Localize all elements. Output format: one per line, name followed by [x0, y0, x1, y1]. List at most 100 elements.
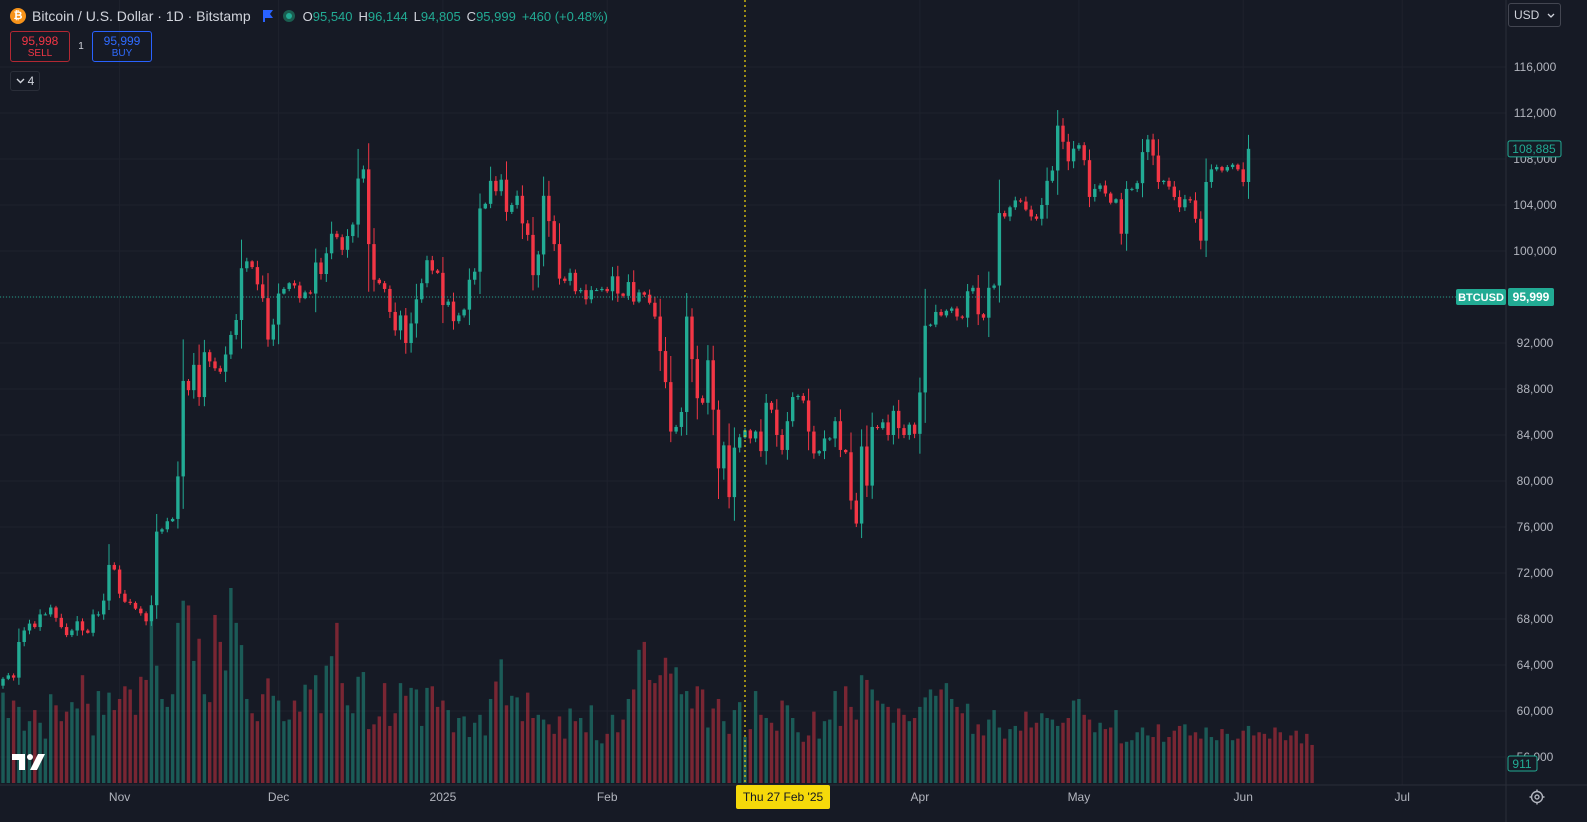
- candle: [155, 514, 159, 619]
- candle-body: [764, 402, 768, 452]
- volume-bar: [1193, 732, 1198, 783]
- volume-bar: [955, 706, 959, 783]
- volume-bar: [11, 700, 16, 783]
- volume-bar: [886, 706, 890, 783]
- volume-bar: [27, 721, 32, 783]
- settings-gear-icon[interactable]: [1528, 788, 1546, 806]
- candle-body: [960, 316, 964, 318]
- candle-body: [918, 392, 922, 434]
- volume-bar: [669, 673, 673, 783]
- trade-panel: 95,998 SELL 1 95,999 BUY: [10, 31, 152, 62]
- candle: [218, 365, 222, 375]
- candle: [1246, 134, 1251, 199]
- candle-body: [642, 292, 646, 295]
- volume-bar: [49, 694, 53, 783]
- candle: [801, 393, 805, 404]
- candle-body: [859, 446, 864, 524]
- sell-button[interactable]: 95,998 SELL: [10, 31, 70, 62]
- candle: [981, 312, 986, 321]
- candle-body: [849, 452, 853, 501]
- volume-bar: [287, 719, 291, 783]
- candle-body: [27, 623, 32, 631]
- symbol-title[interactable]: Bitcoin / U.S. Dollar · 1D · Bitstamp: [32, 8, 251, 24]
- candle: [398, 310, 403, 340]
- price-tick-label: 68,000: [1517, 612, 1554, 626]
- candle-body: [494, 180, 498, 192]
- candle-body: [1183, 199, 1187, 208]
- candle-body: [1114, 199, 1118, 203]
- candle: [239, 239, 244, 349]
- candle: [473, 268, 477, 285]
- candle-body: [340, 237, 344, 250]
- volume-bar: [806, 735, 811, 783]
- volume-bar: [1204, 727, 1208, 783]
- volume-bar: [536, 714, 540, 783]
- candle-body: [759, 431, 763, 452]
- candle-body: [1109, 193, 1113, 203]
- volume-bar: [626, 698, 631, 783]
- candle: [531, 217, 535, 291]
- currency-select[interactable]: USD: [1508, 3, 1561, 27]
- volume-bar: [1029, 727, 1033, 783]
- candle-body: [626, 282, 631, 296]
- volume-bar: [557, 716, 562, 783]
- candle-body: [965, 291, 970, 318]
- volume-bar: [690, 708, 694, 783]
- candle: [287, 282, 291, 292]
- candle-body: [250, 261, 254, 268]
- volume-bar: [446, 710, 450, 783]
- volume-bar: [467, 737, 472, 783]
- candle-body: [192, 364, 196, 391]
- flag-icon[interactable]: [262, 10, 273, 22]
- candle: [1119, 192, 1123, 245]
- candle: [695, 345, 699, 420]
- candle-body: [367, 169, 371, 245]
- market-status-icon[interactable]: [282, 10, 295, 22]
- volume-bar: [139, 676, 143, 783]
- symbol-price-tag: [1456, 289, 1506, 306]
- volume-bar: [950, 698, 954, 783]
- candle: [64, 623, 69, 638]
- candle: [1018, 198, 1023, 203]
- price-tick-label: 72,000: [1517, 566, 1554, 580]
- spread-value: 1: [78, 41, 84, 52]
- price-tick-label: 116,000: [1514, 60, 1557, 74]
- candle-body: [54, 607, 58, 618]
- volume-bar: [1220, 729, 1224, 783]
- candle-body: [1193, 200, 1198, 219]
- volume-bar: [1, 692, 5, 783]
- candle-body: [833, 421, 837, 439]
- volume-bar: [637, 649, 641, 783]
- volume-bar: [563, 738, 567, 783]
- candle-body: [218, 368, 222, 372]
- candle-body: [716, 409, 721, 469]
- candle: [764, 393, 768, 465]
- buy-button[interactable]: 95,999 BUY: [92, 31, 152, 62]
- indicators-toggle-button[interactable]: 4: [10, 71, 40, 91]
- candle: [552, 215, 556, 251]
- volume-bar: [573, 721, 578, 783]
- candle-body: [298, 285, 302, 299]
- candle-body: [1209, 169, 1214, 182]
- candle: [425, 255, 429, 288]
- candle-body: [335, 233, 339, 238]
- candle: [748, 428, 752, 444]
- candle-body: [308, 292, 313, 294]
- volume-bar: [1013, 725, 1017, 783]
- volume-bar: [1225, 733, 1229, 783]
- volume-bar: [987, 719, 991, 783]
- candle-body: [361, 169, 366, 179]
- candle-body: [414, 299, 419, 324]
- candle-body: [59, 617, 63, 628]
- candle-body: [828, 438, 832, 440]
- volume-bar: [912, 718, 917, 783]
- candle: [17, 628, 21, 685]
- volume-bar: [292, 700, 297, 783]
- candle-body: [563, 278, 567, 281]
- tradingview-logo-icon[interactable]: [12, 752, 46, 772]
- volume-bar: [435, 706, 440, 783]
- candle-body: [955, 308, 959, 317]
- candle-body: [80, 621, 85, 631]
- volume-bar: [488, 698, 493, 783]
